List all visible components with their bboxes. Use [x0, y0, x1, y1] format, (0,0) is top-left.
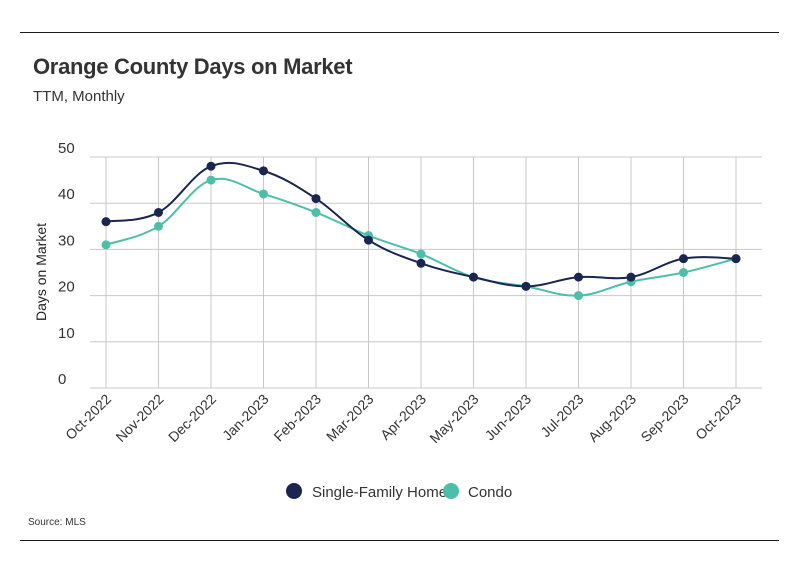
data-point — [206, 161, 216, 171]
x-tick-label: Jan-2023 — [219, 391, 272, 444]
chart-subtitle: TTM, Monthly — [33, 88, 125, 105]
y-axis-ticks: 0 10 20 30 40 50 — [58, 140, 75, 388]
grid-layer — [90, 156, 762, 389]
legend-marker — [286, 483, 302, 499]
x-tick-label: Sep-2023 — [637, 391, 691, 445]
data-point — [469, 272, 478, 282]
series-single-family-home — [101, 161, 741, 291]
data-point — [679, 268, 688, 277]
series-layer — [101, 161, 741, 301]
source-note: Source: MLS — [28, 517, 86, 528]
y-tick-label: 50 — [58, 140, 75, 157]
data-point — [364, 235, 373, 245]
x-tick-label: Jul-2023 — [537, 391, 586, 440]
x-tick-label: Jun-2023 — [482, 391, 535, 444]
x-tick-label: Aug-2023 — [585, 391, 639, 445]
data-point — [416, 258, 426, 268]
data-point — [206, 175, 216, 185]
data-point — [311, 207, 321, 217]
y-tick-label: 40 — [58, 186, 75, 203]
data-point — [574, 291, 583, 301]
legend-item: Single-Family Home — [286, 483, 447, 501]
bottom-rule — [20, 540, 779, 541]
chart-title: Orange County Days on Market — [33, 54, 353, 79]
legend-item: Condo — [443, 483, 512, 501]
data-point — [101, 217, 111, 227]
x-tick-label: Dec-2022 — [165, 391, 219, 445]
data-point — [521, 281, 531, 291]
y-tick-label: 30 — [58, 232, 75, 249]
y-tick-label: 20 — [58, 279, 75, 296]
x-tick-label: Apr-2023 — [377, 391, 429, 443]
x-tick-label: May-2023 — [426, 391, 481, 446]
data-point — [731, 254, 741, 264]
y-tick-label: 0 — [58, 371, 66, 388]
legend-marker — [443, 483, 459, 499]
data-point — [259, 189, 268, 199]
x-tick-label: Oct-2023 — [692, 391, 744, 443]
data-point — [574, 272, 583, 282]
data-point — [154, 207, 163, 217]
y-axis-label: Days on Market — [33, 223, 49, 321]
data-point — [679, 254, 688, 264]
data-point — [416, 249, 426, 259]
data-point — [311, 194, 321, 204]
x-tick-label: Mar-2023 — [323, 391, 377, 445]
data-point — [101, 240, 111, 250]
top-rule — [20, 32, 779, 33]
y-tick-label: 10 — [58, 325, 75, 342]
x-tick-label: Oct-2022 — [62, 391, 114, 443]
x-tick-label: Nov-2022 — [112, 391, 166, 445]
x-tick-label: Feb-2023 — [270, 391, 324, 445]
data-point — [154, 221, 163, 231]
legend-label: Single-Family Home — [312, 484, 447, 501]
data-point — [626, 272, 636, 282]
legend: Single-Family Home Condo — [286, 483, 512, 501]
legend-label: Condo — [468, 484, 512, 501]
data-point — [259, 166, 268, 176]
